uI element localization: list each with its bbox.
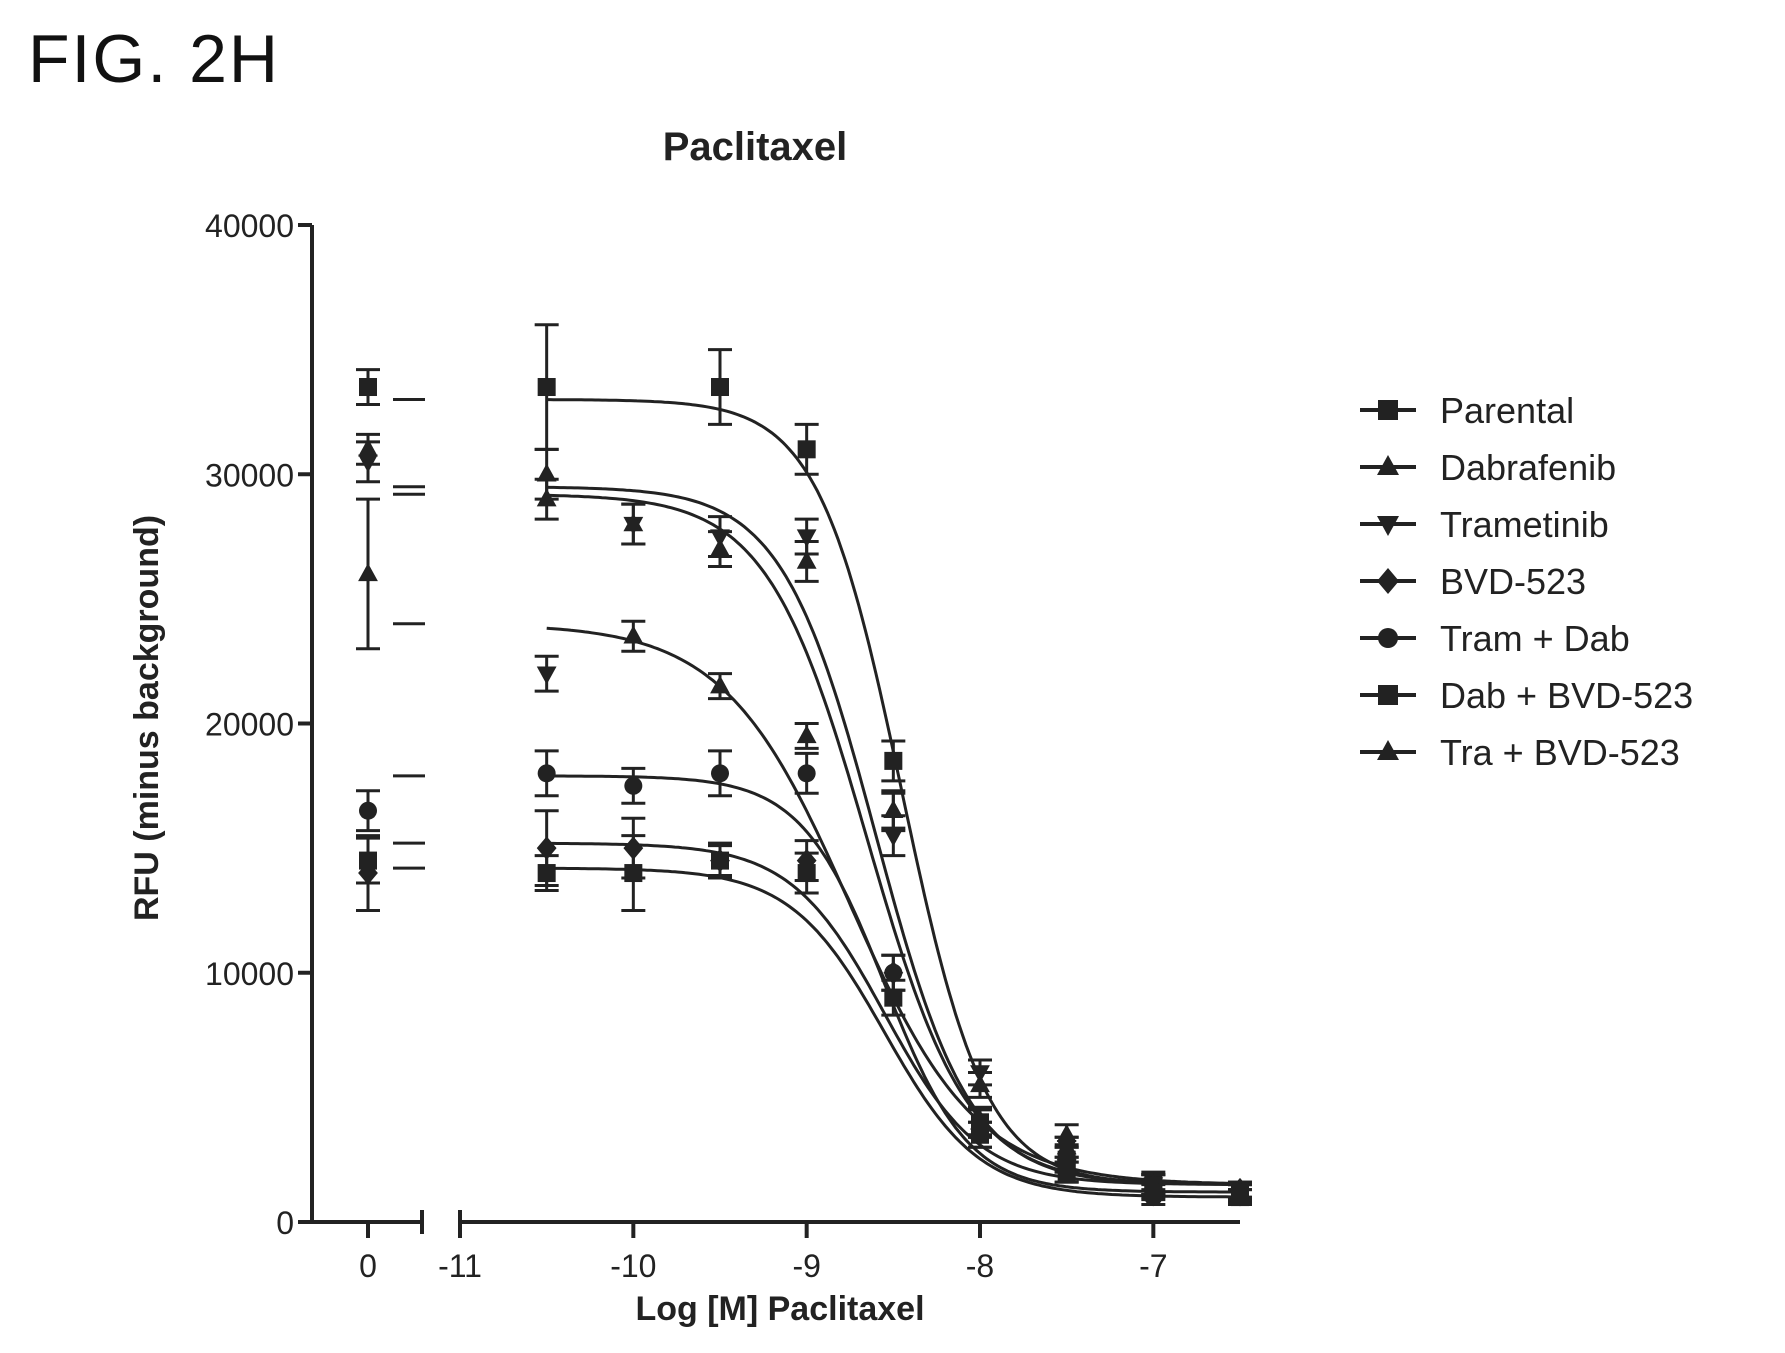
data-point bbox=[1143, 1173, 1164, 1192]
fit-curve bbox=[546, 493, 1240, 1186]
y-tick-label: 10000 bbox=[205, 956, 294, 992]
data-point bbox=[711, 378, 729, 397]
y-tick-label: 0 bbox=[276, 1205, 294, 1241]
data-point bbox=[797, 440, 816, 459]
legend-marker bbox=[1378, 400, 1398, 420]
y-tick-label: 40000 bbox=[205, 208, 294, 244]
legend-marker bbox=[1377, 516, 1399, 536]
fit-curves bbox=[393, 397, 1241, 1199]
data-points bbox=[356, 323, 1252, 1207]
figure-label: FIG. 2H bbox=[28, 21, 281, 97]
data-point-control bbox=[358, 563, 378, 582]
data-point bbox=[796, 529, 817, 548]
x-tick-label: -10 bbox=[610, 1248, 656, 1284]
data-point bbox=[797, 764, 816, 783]
legend-marker bbox=[1378, 685, 1398, 705]
data-point bbox=[883, 828, 904, 847]
fit-curve bbox=[546, 866, 1240, 1199]
data-point bbox=[623, 625, 644, 644]
fit-curve bbox=[546, 626, 1241, 1185]
legend: Parental Dabrafenib Trametinib BVD-523 Tram … bbox=[1360, 390, 1693, 773]
data-point bbox=[624, 776, 643, 795]
data-point bbox=[536, 463, 557, 482]
data-point bbox=[711, 764, 729, 783]
legend-label: Dabrafenib bbox=[1440, 447, 1616, 488]
y-tick-label: 20000 bbox=[205, 707, 294, 743]
chart-title: Paclitaxel bbox=[663, 125, 848, 169]
data-point bbox=[623, 513, 644, 532]
legend-label: Parental bbox=[1440, 390, 1574, 431]
data-point bbox=[536, 836, 557, 860]
legend-label: Tra + BVD-523 bbox=[1440, 732, 1680, 773]
data-point bbox=[537, 864, 556, 883]
legend-marker bbox=[1377, 740, 1399, 760]
data-point bbox=[537, 764, 556, 783]
data-point bbox=[883, 799, 904, 818]
data-point-control bbox=[358, 438, 378, 457]
data-point bbox=[884, 751, 903, 770]
data-point bbox=[884, 963, 903, 982]
x-tick-label: 0 bbox=[359, 1248, 377, 1284]
legend-marker bbox=[1377, 455, 1399, 475]
data-point bbox=[537, 378, 556, 397]
data-point bbox=[710, 538, 730, 557]
data-point bbox=[1056, 1123, 1077, 1142]
x-tick-label: -9 bbox=[792, 1248, 820, 1284]
data-point bbox=[971, 1125, 989, 1144]
data-point bbox=[796, 725, 817, 744]
x-tick-label: -11 bbox=[438, 1248, 482, 1284]
data-point-control bbox=[359, 851, 377, 870]
data-point bbox=[710, 675, 730, 694]
x-tick-label: -7 bbox=[1139, 1248, 1167, 1284]
data-point bbox=[536, 666, 557, 685]
data-point bbox=[1230, 1181, 1250, 1200]
legend-marker bbox=[1378, 628, 1398, 648]
axes: 0 10000 20000 30000 40000 0 -11 -10 -9 -8 -7 bbox=[205, 208, 1240, 1284]
x-axis-title: Log [M] Paclitaxel bbox=[635, 1290, 924, 1328]
y-axis-title: RFU (minus background) bbox=[128, 515, 166, 921]
fit-curve bbox=[546, 841, 1240, 1186]
data-point-control bbox=[359, 801, 377, 820]
data-point bbox=[796, 550, 817, 569]
data-point bbox=[624, 864, 643, 883]
data-point bbox=[1057, 1163, 1076, 1182]
y-tick-label: 30000 bbox=[205, 457, 294, 493]
data-point bbox=[711, 851, 729, 870]
data-point bbox=[884, 988, 903, 1007]
x-tick-label: -8 bbox=[966, 1248, 994, 1284]
legend-label: Dab + BVD-523 bbox=[1440, 675, 1693, 716]
data-point bbox=[970, 1074, 990, 1093]
legend-label: BVD-523 bbox=[1440, 561, 1586, 602]
legend-marker bbox=[1377, 568, 1399, 594]
data-point bbox=[797, 864, 816, 883]
legend-label: Trametinib bbox=[1440, 504, 1609, 545]
data-point-control bbox=[359, 378, 377, 397]
legend-label: Tram + Dab bbox=[1440, 618, 1630, 659]
